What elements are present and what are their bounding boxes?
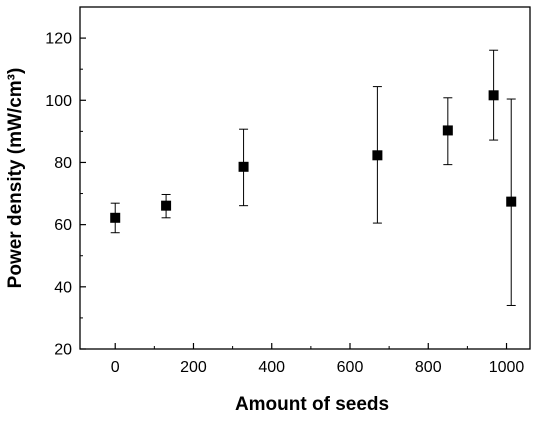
x-tick-label: 600 (337, 359, 364, 376)
x-tick-label: 400 (258, 359, 285, 376)
data-point (372, 150, 383, 161)
y-axis: 20 40 60 80 100 120 (45, 31, 86, 359)
y-tick-label: 40 (54, 279, 72, 296)
data-point (161, 200, 172, 211)
x-axis: 0 200 400 600 800 1000 (111, 343, 525, 376)
data-point (442, 125, 453, 136)
data-point (238, 161, 249, 172)
data-point (110, 212, 121, 223)
data-series (110, 49, 517, 306)
y-tick-label: 100 (45, 93, 72, 110)
y-tick-label: 20 (54, 342, 72, 359)
y-tick-label: 80 (54, 155, 72, 172)
x-axis-title: Amount of seeds (235, 394, 389, 415)
data-point (506, 196, 517, 207)
plot-frame (79, 6, 531, 350)
data-point (488, 90, 499, 101)
y-tick-label: 60 (54, 217, 72, 234)
y-axis-title: Power density (mW/cm³) (5, 68, 26, 289)
x-tick-label: 0 (111, 359, 120, 376)
y-tick-label: 120 (45, 31, 72, 48)
x-tick-label: 1000 (489, 359, 525, 376)
x-tick-label: 200 (180, 359, 207, 376)
x-tick-label: 800 (415, 359, 442, 376)
